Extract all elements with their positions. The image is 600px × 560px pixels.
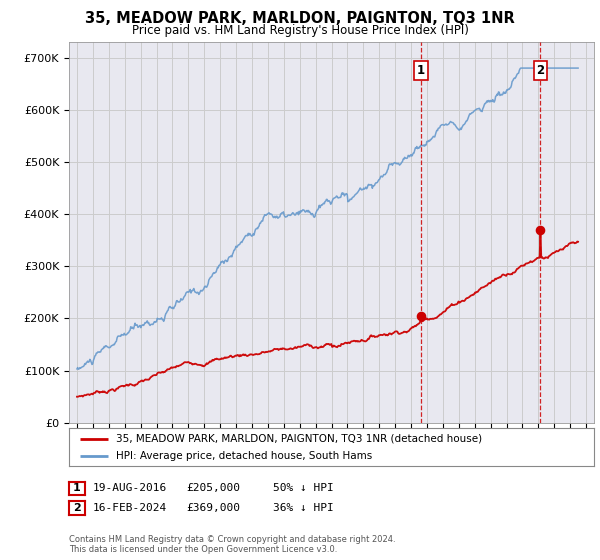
- Text: 1: 1: [73, 483, 80, 493]
- Text: 36% ↓ HPI: 36% ↓ HPI: [273, 503, 334, 513]
- Point: [416, 311, 426, 320]
- Text: 19-AUG-2016: 19-AUG-2016: [93, 483, 167, 493]
- Text: Price paid vs. HM Land Registry's House Price Index (HPI): Price paid vs. HM Land Registry's House …: [131, 24, 469, 36]
- Text: 35, MEADOW PARK, MARLDON, PAIGNTON, TQ3 1NR: 35, MEADOW PARK, MARLDON, PAIGNTON, TQ3 …: [85, 11, 515, 26]
- Text: Contains HM Land Registry data © Crown copyright and database right 2024.
This d: Contains HM Land Registry data © Crown c…: [69, 535, 395, 554]
- Text: 16-FEB-2024: 16-FEB-2024: [93, 503, 167, 513]
- Text: £369,000: £369,000: [186, 503, 240, 513]
- Text: £205,000: £205,000: [186, 483, 240, 493]
- Text: 35, MEADOW PARK, MARLDON, PAIGNTON, TQ3 1NR (detached house): 35, MEADOW PARK, MARLDON, PAIGNTON, TQ3 …: [116, 433, 482, 444]
- Text: 2: 2: [536, 64, 544, 77]
- Text: HPI: Average price, detached house, South Hams: HPI: Average price, detached house, Sout…: [116, 451, 373, 461]
- Text: 50% ↓ HPI: 50% ↓ HPI: [273, 483, 334, 493]
- Point: [535, 226, 545, 235]
- Text: 1: 1: [417, 64, 425, 77]
- Text: 2: 2: [73, 503, 80, 513]
